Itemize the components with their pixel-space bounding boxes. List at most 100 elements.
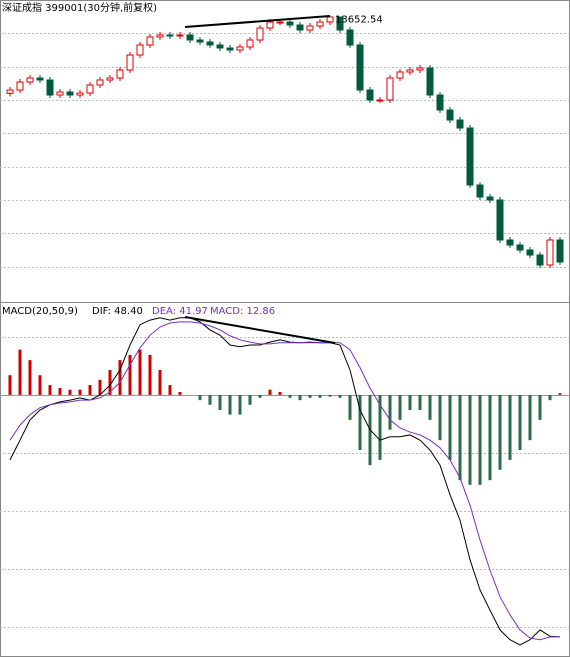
indicator-label: MACD: 12.86 bbox=[210, 306, 275, 317]
macd-bar bbox=[88, 385, 92, 395]
candle-body bbox=[276, 21, 284, 24]
candle-body bbox=[456, 119, 464, 129]
macd-bar bbox=[558, 393, 562, 395]
macd-bar bbox=[318, 394, 322, 398]
candle-body bbox=[36, 77, 44, 81]
candle-body bbox=[536, 254, 544, 266]
candle-body bbox=[46, 79, 54, 96]
macd-bar bbox=[258, 394, 262, 398]
candle-body bbox=[406, 69, 414, 73]
macd-bar bbox=[178, 392, 182, 395]
candle-body bbox=[266, 21, 274, 29]
candle-body bbox=[436, 94, 444, 111]
macd-bar bbox=[118, 360, 122, 395]
candle-body bbox=[526, 249, 534, 256]
macd-bar bbox=[408, 394, 412, 411]
macd-bar bbox=[338, 394, 342, 398]
macd-bar bbox=[458, 394, 462, 481]
candle-body bbox=[86, 84, 94, 94]
macd-bar bbox=[38, 375, 42, 395]
macd-bar bbox=[108, 369, 112, 395]
macd-bar bbox=[248, 394, 252, 405]
candle-body bbox=[506, 239, 514, 246]
candle-body bbox=[296, 24, 304, 31]
candle-body bbox=[206, 41, 214, 46]
macd-bar bbox=[18, 349, 22, 395]
candle-body bbox=[186, 34, 194, 41]
candle-body bbox=[216, 44, 224, 49]
candle-body bbox=[416, 67, 424, 71]
candle-body bbox=[516, 244, 524, 251]
high-annotation: 13652.54 bbox=[335, 14, 383, 25]
plot-layer: 13652.54 bbox=[0, 14, 570, 646]
trend-line bbox=[184, 15, 331, 28]
macd-bar bbox=[148, 354, 152, 395]
candle-body bbox=[16, 81, 24, 91]
candle-body bbox=[156, 34, 164, 38]
candle-body bbox=[76, 92, 84, 96]
candle-body bbox=[376, 99, 384, 102]
candle-body bbox=[486, 196, 494, 201]
candle-body bbox=[146, 36, 154, 46]
macd-bar bbox=[168, 385, 172, 395]
candle-body bbox=[136, 44, 144, 56]
macd-bar bbox=[28, 360, 32, 395]
macd-bar bbox=[498, 394, 502, 470]
macd-bar bbox=[98, 379, 102, 395]
candle-body bbox=[116, 69, 124, 79]
macd-bar bbox=[198, 394, 202, 401]
candle-body bbox=[316, 21, 324, 27]
macd-bar bbox=[58, 387, 62, 395]
candle-body bbox=[366, 89, 374, 101]
macd-bar bbox=[428, 394, 432, 420]
candle-body bbox=[336, 16, 344, 31]
candle-body bbox=[106, 77, 114, 81]
candle-body bbox=[306, 25, 314, 31]
candle-body bbox=[346, 29, 354, 46]
candle-body bbox=[496, 199, 504, 241]
candle-body bbox=[286, 21, 294, 26]
candle-body bbox=[256, 27, 264, 41]
macd-bar bbox=[218, 394, 222, 411]
candle-body bbox=[446, 109, 454, 121]
macd-bar bbox=[268, 389, 272, 395]
macd-bar bbox=[378, 394, 382, 460]
macd-bar bbox=[548, 394, 552, 401]
candle-body bbox=[226, 47, 234, 51]
candle-body bbox=[26, 77, 34, 83]
candle-body bbox=[166, 34, 174, 37]
candle-body bbox=[466, 127, 474, 186]
macd-bar bbox=[298, 394, 302, 401]
macd-bar bbox=[528, 394, 532, 441]
macd-bar bbox=[438, 394, 442, 441]
candle-body bbox=[66, 91, 74, 96]
macd-bar bbox=[128, 354, 132, 395]
macd-bar bbox=[488, 394, 492, 481]
macd-bar bbox=[208, 394, 212, 405]
chart-title: 深证成指 399001(30分钟,前复权) bbox=[2, 1, 157, 14]
candle-body bbox=[56, 91, 64, 96]
candle-body bbox=[556, 239, 564, 263]
macd-bar bbox=[478, 394, 482, 485]
macd-bar bbox=[78, 389, 82, 395]
macd-bar bbox=[138, 349, 142, 395]
macd-bar bbox=[508, 394, 512, 460]
candle-body bbox=[356, 44, 364, 91]
candle-body bbox=[426, 67, 434, 96]
macd-bar bbox=[308, 394, 312, 398]
macd-bar bbox=[48, 385, 52, 395]
candle-body bbox=[546, 239, 554, 266]
candle-body bbox=[326, 16, 334, 23]
macd-bar bbox=[288, 394, 292, 398]
indicator-label: DIF: 48.40 bbox=[92, 306, 143, 317]
macd-bar bbox=[358, 394, 362, 451]
macd-bar bbox=[328, 394, 332, 397]
macd-line bbox=[9, 321, 560, 641]
candle-body bbox=[386, 77, 394, 101]
candle-body bbox=[236, 46, 244, 51]
indicator-label: DEA: 41.97 bbox=[152, 306, 208, 317]
macd-bar bbox=[468, 394, 472, 485]
candle-body bbox=[396, 71, 404, 79]
